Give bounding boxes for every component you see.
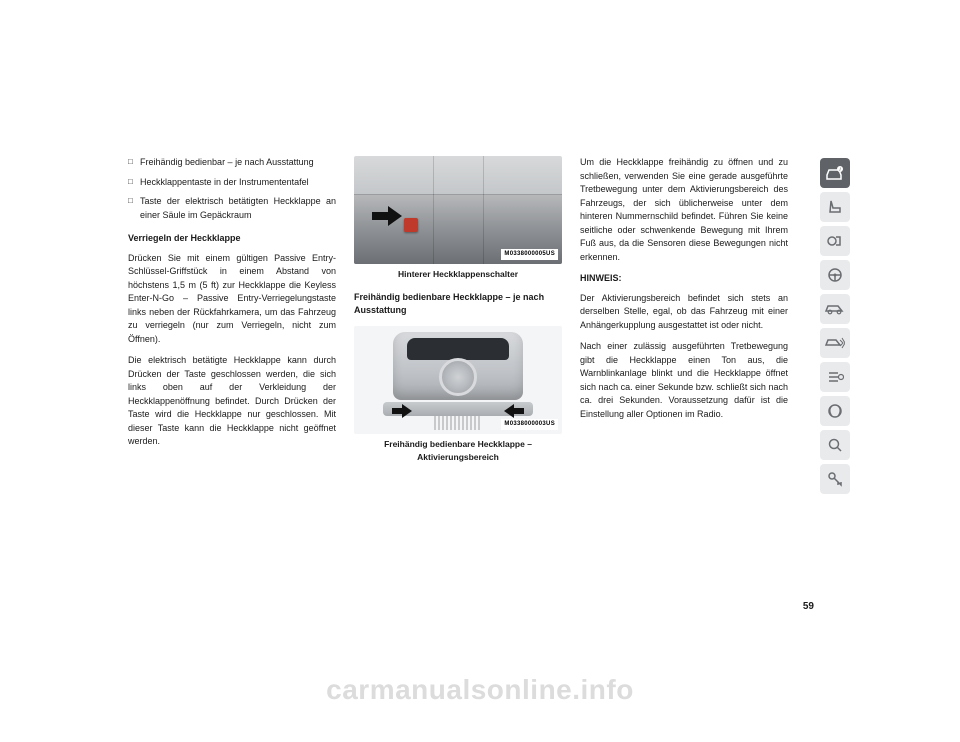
bullet-list: Freihändig bedienbar – je nach Ausstat­t… — [128, 156, 336, 222]
figure-handsfree-zone: M0338000003US Freihändig bedienbare Heck… — [354, 326, 562, 464]
note-label: HINWEIS: — [580, 272, 788, 286]
steering-icon — [826, 266, 844, 284]
column-1: Freihändig bedienbar – je nach Ausstat­t… — [128, 156, 336, 473]
tab-car-side[interactable] — [820, 294, 850, 324]
figure-caption: Freihändig bedienbare Heckklappe – Aktiv… — [354, 438, 562, 464]
bullet-item: Freihändig bedienbar – je nach Ausstat­t… — [128, 156, 336, 170]
airbag-icon — [826, 232, 844, 250]
figure-id-label: M0338000003US — [501, 419, 558, 430]
figure-image: M0338000005US — [354, 156, 562, 264]
bullet-item: Heckklappentaste in der Instrumenten­taf… — [128, 176, 336, 190]
switch-button-graphic — [404, 218, 418, 232]
section-subheading: Freihändig bedienbare Heckklappe – je na… — [354, 291, 562, 318]
figure-id-label: M0338000005US — [501, 249, 558, 260]
page-content: Freihändig bedienbar – je nach Ausstat­t… — [128, 156, 788, 473]
paragraph: Die elektrisch betätigte Heckklappe kann… — [128, 354, 336, 449]
list-icon — [826, 368, 844, 386]
car-crash-icon — [825, 336, 845, 350]
arrow-icon — [392, 404, 412, 418]
tab-key[interactable] — [820, 464, 850, 494]
section-tabs: i — [820, 158, 850, 494]
tab-list[interactable] — [820, 362, 850, 392]
tab-media[interactable] — [820, 396, 850, 426]
key-icon — [826, 470, 844, 488]
column-3: Um die Heckklappe freihändig zu öffnen u… — [580, 156, 788, 473]
paragraph: Um die Heckklappe freihändig zu öffnen u… — [580, 156, 788, 264]
subheading: Verriegeln der Heckklappe — [128, 232, 336, 246]
paragraph: Drücken Sie mit einem gültigen Passive E… — [128, 252, 336, 347]
tab-car-crash[interactable] — [820, 328, 850, 358]
figure-image: M0338000003US — [354, 326, 562, 434]
watermark-text: carmanualsonline.info — [326, 674, 634, 706]
tab-steering[interactable] — [820, 260, 850, 290]
tab-seat[interactable] — [820, 192, 850, 222]
figure-caption: Hinterer Heckklappenschalter — [354, 268, 562, 281]
seat-icon — [826, 198, 844, 216]
search-icon — [826, 436, 844, 454]
bullet-item: Taste der elektrisch betätigten Heck­kla… — [128, 195, 336, 222]
paragraph: Der Aktivierungsbereich befindet sich st… — [580, 292, 788, 333]
tab-search[interactable] — [820, 430, 850, 460]
page-number: 59 — [803, 601, 814, 612]
vehicle-info-icon: i — [825, 165, 845, 181]
arrow-icon — [372, 206, 402, 226]
car-rear-graphic — [393, 332, 523, 400]
arrow-icon — [504, 404, 524, 418]
figure-rear-switch: M0338000005US Hinterer Heckklappenschalt… — [354, 156, 562, 281]
media-icon — [826, 402, 844, 420]
column-2: M0338000005US Hinterer Heckklappenschalt… — [354, 156, 562, 473]
paragraph: Nach einer zulässig ausgeführten Tretbew… — [580, 340, 788, 421]
car-side-icon — [825, 302, 845, 316]
tab-airbag[interactable] — [820, 226, 850, 256]
tab-vehicle-info[interactable]: i — [820, 158, 850, 188]
